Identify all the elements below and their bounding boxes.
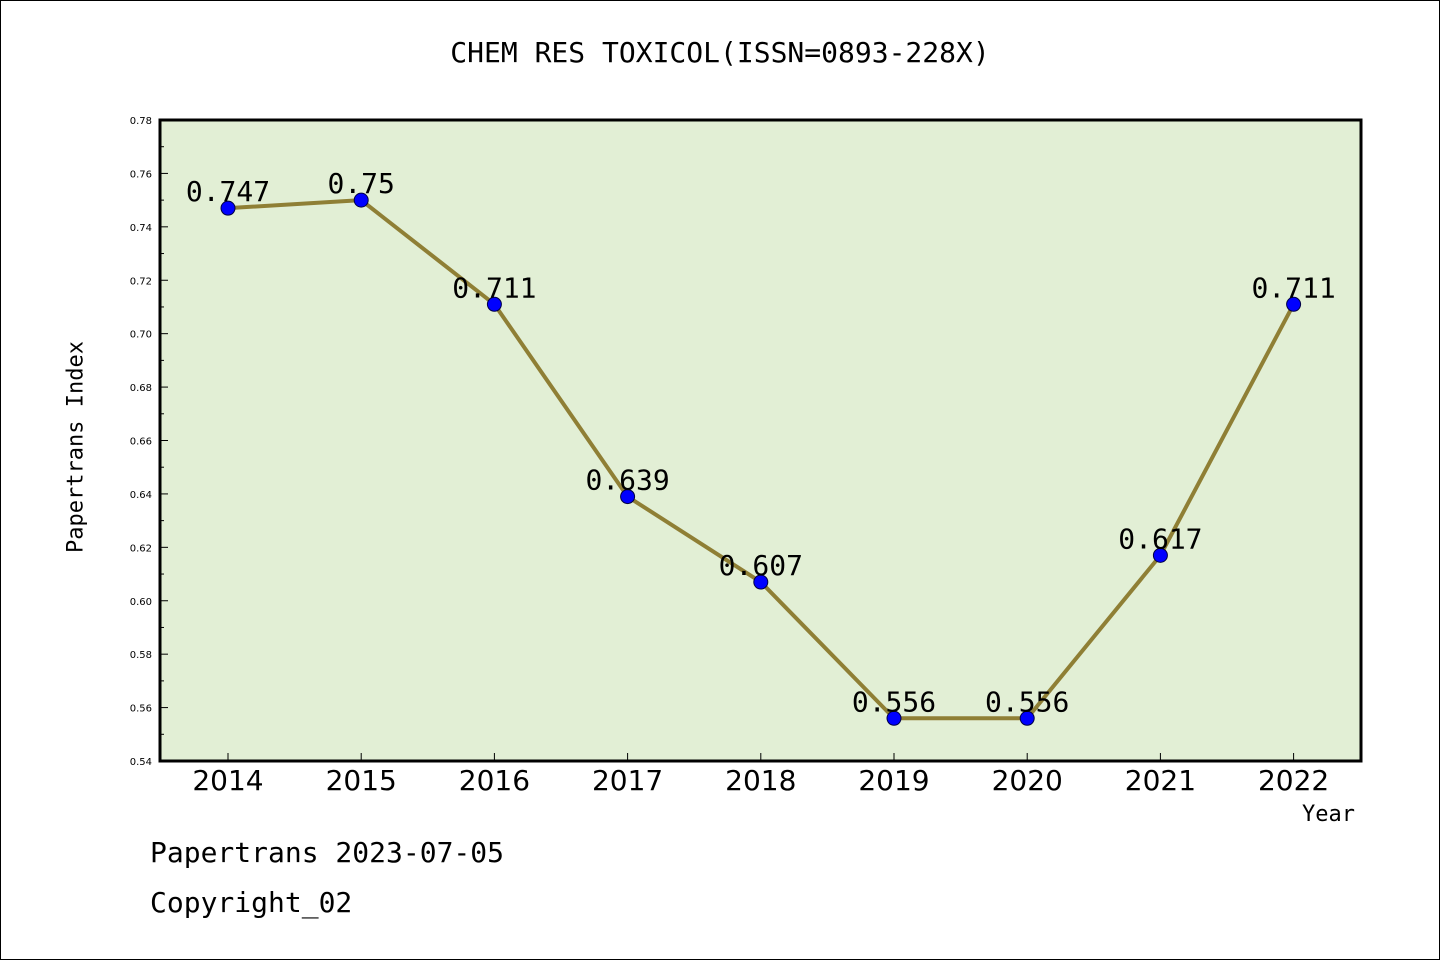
y-tick-label: 0.72 bbox=[130, 276, 152, 287]
data-label: 0.747 bbox=[186, 175, 270, 208]
data-point bbox=[353, 192, 369, 208]
data-label: 0.711 bbox=[1251, 271, 1335, 304]
data-point bbox=[620, 489, 636, 505]
y-tick-label: 0.68 bbox=[130, 383, 152, 394]
plot-area bbox=[160, 120, 1361, 761]
data-point bbox=[1286, 296, 1302, 312]
x-tick-label: 2020 bbox=[992, 764, 1063, 797]
footer-copyright: Copyright_02 bbox=[150, 886, 353, 919]
x-axis-label: Year bbox=[1302, 802, 1355, 827]
data-point bbox=[886, 710, 902, 726]
data-point bbox=[486, 296, 502, 312]
y-tick-label: 0.74 bbox=[130, 223, 152, 234]
data-label: 0.556 bbox=[985, 685, 1069, 718]
data-point bbox=[1019, 710, 1035, 726]
data-label: 0.75 bbox=[327, 167, 394, 200]
x-tick-label: 2017 bbox=[592, 764, 663, 797]
data-point bbox=[753, 574, 769, 590]
x-tick-label: 2016 bbox=[459, 764, 530, 797]
x-tick-label: 2018 bbox=[725, 764, 796, 797]
data-point bbox=[220, 200, 236, 216]
x-tick-label: 2019 bbox=[858, 764, 929, 797]
data-label: 0.556 bbox=[852, 685, 936, 718]
y-tick-label: 0.66 bbox=[130, 437, 152, 448]
chart-title: CHEM RES TOXICOL(ISSN=0893-228X) bbox=[450, 36, 990, 69]
data-label: 0.639 bbox=[585, 464, 669, 497]
x-tick-label: 2022 bbox=[1258, 764, 1329, 797]
y-tick-label: 0.60 bbox=[130, 597, 152, 608]
y-tick-label: 0.54 bbox=[130, 757, 152, 768]
data-label: 0.607 bbox=[719, 549, 803, 582]
data-label: 0.617 bbox=[1118, 522, 1202, 555]
y-tick-label: 0.56 bbox=[130, 704, 152, 715]
y-tick-label: 0.78 bbox=[130, 116, 152, 127]
x-tick-label: 2015 bbox=[326, 764, 397, 797]
y-tick-label: 0.70 bbox=[130, 330, 152, 341]
x-tick-label: 2014 bbox=[192, 764, 263, 797]
data-point bbox=[1152, 547, 1168, 563]
y-tick-label: 0.62 bbox=[130, 543, 152, 554]
y-tick-label: 0.64 bbox=[130, 490, 152, 501]
data-label: 0.711 bbox=[452, 271, 536, 304]
x-tick-label: 2021 bbox=[1125, 764, 1196, 797]
footer-date: Papertrans 2023-07-05 bbox=[150, 836, 505, 869]
y-tick-label: 0.76 bbox=[130, 169, 152, 180]
y-tick-label: 0.58 bbox=[130, 650, 152, 661]
plot-border bbox=[158, 118, 1363, 763]
